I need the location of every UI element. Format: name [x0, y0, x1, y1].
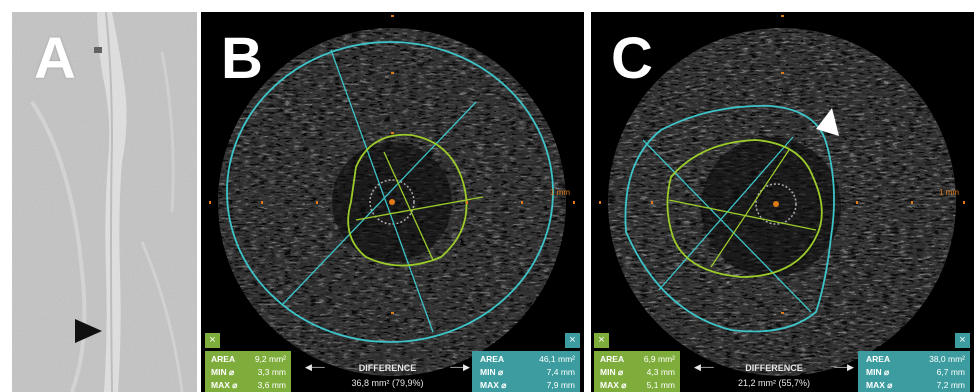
vessel-max-label: MAX ⌀ [866, 380, 893, 390]
black-arrowhead-icon [75, 319, 102, 343]
close-icon[interactable]: × [955, 333, 970, 348]
panel-letter-b: B [221, 26, 263, 91]
lumen-measurements-c: × AREA 6,9 mm² MIN ⌀ 4,3 mm MAX ⌀ 5,1 mm [594, 333, 680, 392]
white-arrowhead-icon [816, 108, 839, 136]
vessel-area-label: AREA [480, 354, 505, 364]
difference-c: ◀── DIFFERENCE ──▶ 21,2 mm² (55,7%) [694, 362, 854, 388]
lumen-min-value: 4,3 mm [646, 367, 675, 377]
close-icon[interactable]: × [594, 333, 609, 348]
vessel-max-value: 7,9 mm [546, 380, 575, 390]
vessel-min-value: 7,4 mm [546, 367, 575, 377]
lumen-max-label: MAX ⌀ [211, 380, 238, 390]
close-icon[interactable]: × [205, 333, 220, 348]
lumen-min-value: 3,3 mm [257, 367, 286, 377]
difference-value: 36,8 mm² (79,9%) [351, 378, 424, 388]
left-arrow-icon: ◀── [305, 362, 325, 372]
ivus-panel-c: C 1 mm × AREA 6,9 mm² MIN ⌀ 4,3 mm MAX ⌀ 5,… [591, 12, 974, 392]
vessel-max-value: 7,2 mm [936, 380, 965, 390]
vessel-min-label: MIN ⌀ [480, 367, 504, 377]
ivus-image-b [201, 12, 584, 392]
scale-label-b: 1 mm [550, 188, 570, 197]
vessel-area-value: 38,0 mm² [929, 354, 965, 364]
lumen-area-label: AREA [211, 354, 236, 364]
lumen-min-label: MIN ⌀ [211, 367, 235, 377]
vessel-min-value: 6,7 mm [936, 367, 965, 377]
lumen-area-value: 6,9 mm² [643, 354, 675, 364]
difference-b: ◀── DIFFERENCE ──▶ 36,8 mm² (79,9%) [305, 362, 470, 388]
angiography-panel: A [12, 12, 197, 392]
left-arrow-icon: ◀── [694, 362, 714, 372]
lumen-max-value: 5,1 mm [646, 380, 675, 390]
lumen-max-value: 3,6 mm [257, 380, 286, 390]
lumen-max-label: MAX ⌀ [600, 380, 627, 390]
right-arrow-icon: ──▶ [834, 362, 854, 372]
vessel-measurements-b: × AREA 46,1 mm² MIN ⌀ 7,4 mm MAX ⌀ 7,9 mm [472, 333, 580, 392]
vessel-area-value: 46,1 mm² [539, 354, 575, 364]
difference-title: DIFFERENCE [358, 362, 417, 373]
difference-title: DIFFERENCE [745, 362, 803, 373]
scale-label-c: 1 mm [939, 188, 959, 197]
angiography-image [12, 12, 197, 392]
lumen-measurements-b: × AREA 9,2 mm² MIN ⌀ 3,3 mm MAX ⌀ 3,6 mm [205, 333, 291, 392]
vessel-min-label: MIN ⌀ [866, 367, 890, 377]
panel-letter-c: C [611, 26, 653, 91]
ivus-panel-b: B 1 mm × AREA 9,2 mm² MIN ⌀ 3,3 mm MAX ⌀ 3,… [201, 12, 584, 392]
lumen-min-label: MIN ⌀ [600, 367, 624, 377]
vessel-measurements-c: × AREA 38,0 mm² MIN ⌀ 6,7 mm MAX ⌀ 7,2 mm [858, 333, 970, 392]
vessel-area-label: AREA [866, 354, 891, 364]
ivus-image-c [591, 12, 974, 392]
right-arrow-icon: ──▶ [450, 362, 470, 372]
lumen-area-label: AREA [600, 354, 625, 364]
panel-letter-a: A [34, 26, 76, 91]
difference-value: 21,2 mm² (55,7%) [737, 378, 811, 388]
close-icon[interactable]: × [565, 333, 580, 348]
vessel-max-label: MAX ⌀ [480, 380, 507, 390]
lumen-area-value: 9,2 mm² [254, 354, 286, 364]
